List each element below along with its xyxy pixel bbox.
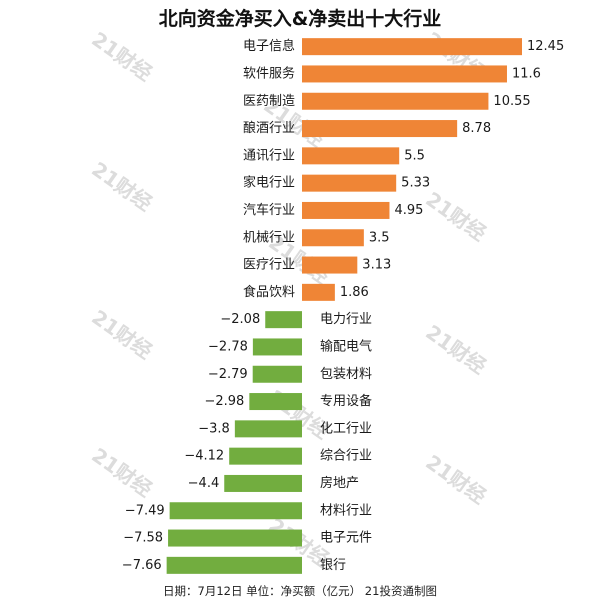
watermark-logo: 21财经 xyxy=(87,443,156,502)
bar xyxy=(302,174,397,192)
watermark-logo: 21财经 xyxy=(87,305,156,364)
value-label: 4.95 xyxy=(394,203,423,218)
bar xyxy=(302,65,507,83)
bar xyxy=(249,393,302,411)
category-label: 房地产 xyxy=(320,475,359,491)
bar xyxy=(302,229,364,247)
category-label: 汽车行业 xyxy=(243,202,295,218)
watermark-logo: 21财经 xyxy=(421,187,490,246)
bar xyxy=(252,365,302,383)
category-label: 化工行业 xyxy=(320,421,372,436)
value-label: −4.4 xyxy=(188,476,220,491)
category-label: 酿酒行业 xyxy=(243,120,295,136)
value-label: 12.45 xyxy=(527,39,564,54)
chart-title: 北向资金净买入&净卖出十大行业 xyxy=(158,8,442,30)
category-label: 综合行业 xyxy=(320,449,372,464)
bar xyxy=(234,420,302,438)
value-label: −4.12 xyxy=(184,449,224,464)
value-label: 11.6 xyxy=(512,66,541,81)
value-label: 8.78 xyxy=(462,121,491,136)
value-label: 5.5 xyxy=(404,148,425,163)
value-label: −2.98 xyxy=(204,394,244,409)
category-label: 医药制造 xyxy=(243,94,295,109)
bar xyxy=(302,201,390,219)
bar xyxy=(168,529,302,547)
bar xyxy=(302,38,522,56)
category-label: 医疗行业 xyxy=(243,258,295,273)
chart-footer: 日期：7月12日 单位：净买额（亿元） 21投资通制图 xyxy=(163,584,437,598)
value-label: −7.49 xyxy=(125,503,165,518)
bar xyxy=(302,120,458,138)
category-label: 家电行业 xyxy=(243,175,295,191)
category-label: 输配电气 xyxy=(320,338,372,354)
value-label: 1.86 xyxy=(340,285,369,300)
category-label: 包装材料 xyxy=(320,367,372,382)
value-label: −7.66 xyxy=(122,558,162,573)
watermark-logo: 21财经 xyxy=(87,157,156,216)
value-label: −7.58 xyxy=(123,531,163,546)
category-label: 机械行业 xyxy=(243,230,295,245)
category-label: 电子信息 xyxy=(243,38,295,54)
value-label: 5.33 xyxy=(401,176,430,191)
category-label: 通讯行业 xyxy=(243,148,295,163)
category-label: 电子元件 xyxy=(320,531,372,546)
watermark-logo: 21财经 xyxy=(87,27,156,86)
bar xyxy=(302,283,335,301)
bar xyxy=(302,147,400,165)
category-label: 材料行业 xyxy=(320,503,372,518)
category-label: 食品饮料 xyxy=(243,284,295,300)
value-label: −2.08 xyxy=(220,312,260,327)
category-label: 银行 xyxy=(320,558,346,573)
bar xyxy=(302,92,489,110)
value-label: 3.13 xyxy=(362,258,391,273)
bar xyxy=(229,447,302,465)
watermark-logo: 21财经 xyxy=(421,450,490,509)
bar xyxy=(265,311,302,329)
value-label: −2.78 xyxy=(208,339,248,354)
watermark-logo: 21财经 xyxy=(421,320,490,379)
category-label: 专用设备 xyxy=(320,393,372,409)
category-label: 电力行业 xyxy=(320,312,372,327)
bar xyxy=(166,556,302,574)
value-label: 10.55 xyxy=(493,94,530,109)
value-label: −2.79 xyxy=(208,367,248,382)
bar xyxy=(252,338,302,356)
bar xyxy=(302,256,358,274)
value-label: −3.8 xyxy=(198,421,230,436)
category-label: 软件服务 xyxy=(243,65,295,81)
bar xyxy=(224,474,302,492)
value-label: 3.5 xyxy=(369,230,390,245)
bar xyxy=(169,502,302,520)
